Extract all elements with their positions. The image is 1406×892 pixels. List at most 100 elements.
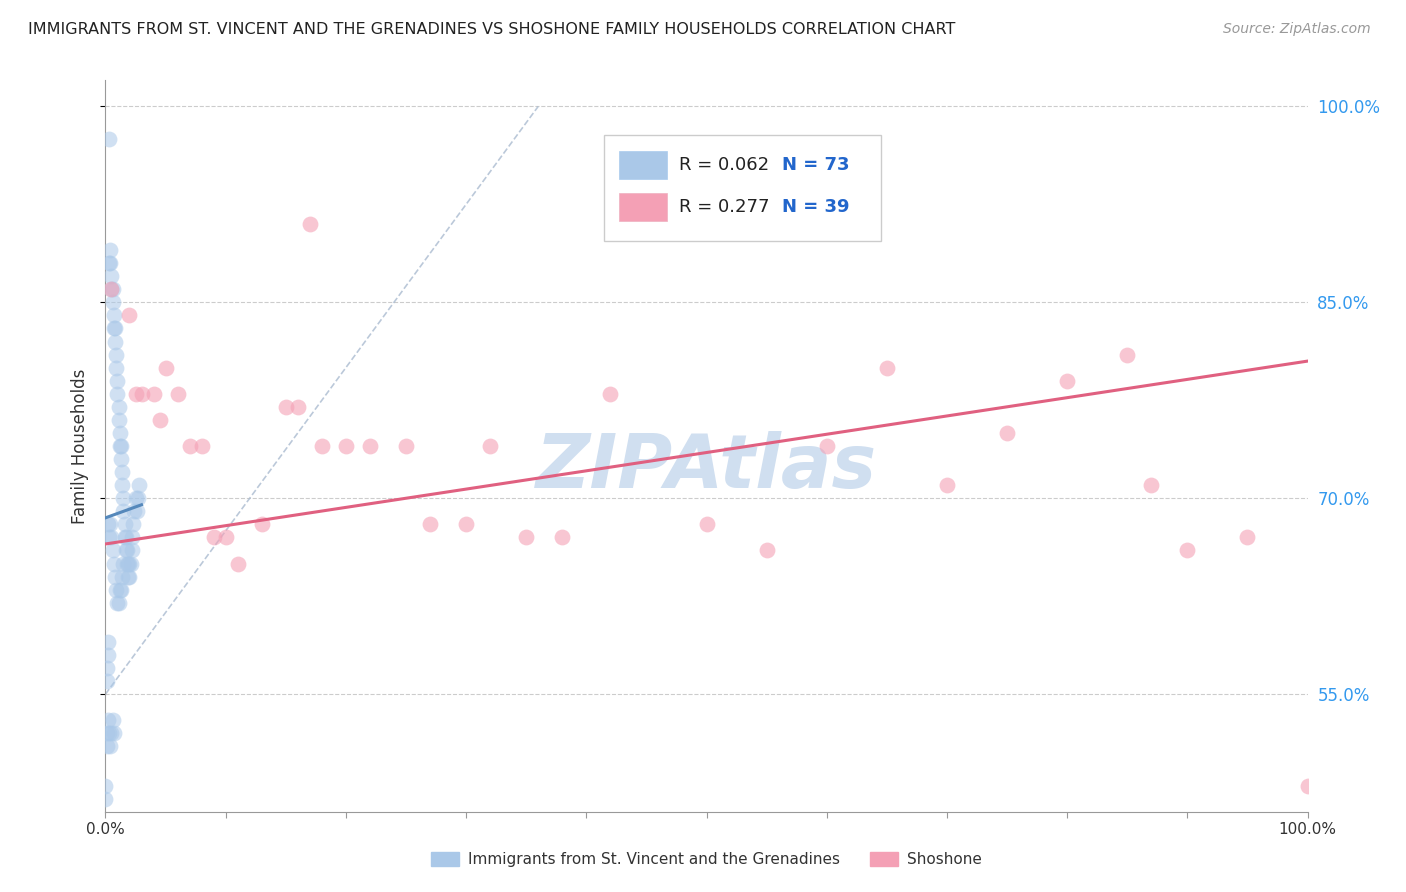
Y-axis label: Family Households: Family Households (72, 368, 90, 524)
Point (101, 714, 124, 728)
Point (179, 439, 201, 453)
Point (98, 256, 121, 270)
Point (287, 400, 309, 414)
Point (98, 517, 121, 532)
Point (335, 439, 357, 453)
Point (815, 439, 838, 453)
Point (995, 425, 1018, 440)
Point (936, 478, 959, 492)
Point (97, 714, 120, 728)
Point (96, 739, 118, 754)
Legend: Immigrants from St. Vincent and the Grenadines, Shoshone: Immigrants from St. Vincent and the Gren… (425, 847, 988, 873)
Point (98, 739, 121, 754)
Point (110, 439, 132, 453)
Point (395, 439, 418, 453)
Point (112, 491, 135, 506)
Text: Source: ZipAtlas.com: Source: ZipAtlas.com (1223, 22, 1371, 37)
Point (107, 596, 129, 610)
Point (117, 569, 139, 583)
Point (454, 517, 477, 532)
Point (107, 374, 129, 388)
Point (108, 439, 131, 453)
Text: IMMIGRANTS FROM ST. VINCENT AND THE GRENADINES VS SHOSHONE FAMILY HOUSEHOLDS COR: IMMIGRANTS FROM ST. VINCENT AND THE GREN… (28, 22, 956, 37)
Point (105, 582, 128, 597)
Point (115, 530, 138, 544)
Point (214, 530, 236, 544)
Point (112, 557, 135, 571)
Point (128, 478, 150, 492)
Point (96, 726, 118, 740)
Point (107, 400, 129, 414)
Point (202, 530, 225, 544)
Point (1140, 478, 1163, 492)
Point (94, 779, 117, 793)
Point (311, 439, 333, 453)
Point (114, 530, 136, 544)
Point (226, 557, 249, 571)
Point (274, 400, 297, 414)
Point (124, 504, 146, 518)
Point (96, 661, 118, 675)
Point (111, 478, 134, 492)
Point (121, 530, 143, 544)
Point (110, 582, 132, 597)
Point (104, 321, 127, 335)
Point (97, 635, 120, 649)
Point (100, 282, 122, 296)
Point (103, 557, 125, 571)
Point (755, 543, 778, 558)
Point (111, 465, 134, 479)
Point (110, 452, 132, 467)
Point (97, 517, 120, 532)
Point (155, 360, 177, 375)
Point (103, 321, 125, 335)
Point (359, 439, 381, 453)
Point (166, 386, 188, 401)
Point (124, 386, 146, 401)
Point (98, 530, 121, 544)
Point (107, 386, 129, 401)
Point (100, 282, 122, 296)
Point (120, 557, 142, 571)
Point (103, 309, 125, 323)
Point (515, 530, 537, 544)
Point (118, 309, 141, 323)
Point (298, 217, 321, 231)
Point (98, 243, 121, 257)
Point (103, 726, 125, 740)
Point (101, 295, 124, 310)
Point (104, 334, 127, 349)
Point (112, 504, 135, 518)
Text: R = 0.277: R = 0.277 (679, 198, 769, 216)
Text: N = 39: N = 39 (782, 198, 849, 216)
Point (104, 569, 127, 583)
Point (1116, 348, 1139, 362)
Point (125, 504, 148, 518)
Point (551, 530, 574, 544)
Point (142, 386, 165, 401)
Bar (619, 193, 666, 220)
Point (250, 517, 273, 532)
Point (105, 360, 128, 375)
Point (100, 726, 122, 740)
Point (108, 582, 131, 597)
Point (190, 439, 212, 453)
Point (97, 648, 120, 662)
Point (127, 491, 149, 506)
Point (117, 557, 139, 571)
Point (1175, 543, 1198, 558)
Point (1056, 374, 1078, 388)
Point (111, 569, 134, 583)
Point (100, 269, 122, 284)
Point (876, 360, 898, 375)
Point (98, 726, 121, 740)
Point (131, 386, 153, 401)
Bar (619, 152, 666, 179)
Point (108, 425, 131, 440)
Point (122, 517, 145, 532)
Text: N = 73: N = 73 (782, 156, 849, 174)
Point (599, 386, 621, 401)
Point (105, 348, 128, 362)
Point (696, 517, 718, 532)
Point (101, 282, 124, 296)
